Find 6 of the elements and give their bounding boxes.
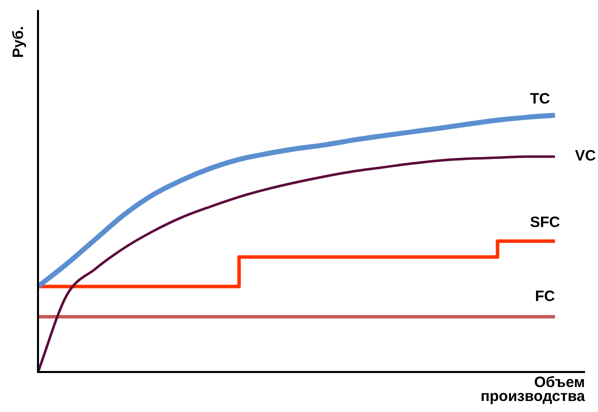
series-label: TC bbox=[530, 90, 550, 108]
series-label: FC bbox=[535, 288, 556, 305]
series-label: VC bbox=[575, 148, 596, 165]
y-axis-title: Руб. bbox=[10, 26, 28, 58]
x-axis-title: Объем производства bbox=[480, 374, 586, 406]
series-label: SFC bbox=[530, 214, 560, 232]
